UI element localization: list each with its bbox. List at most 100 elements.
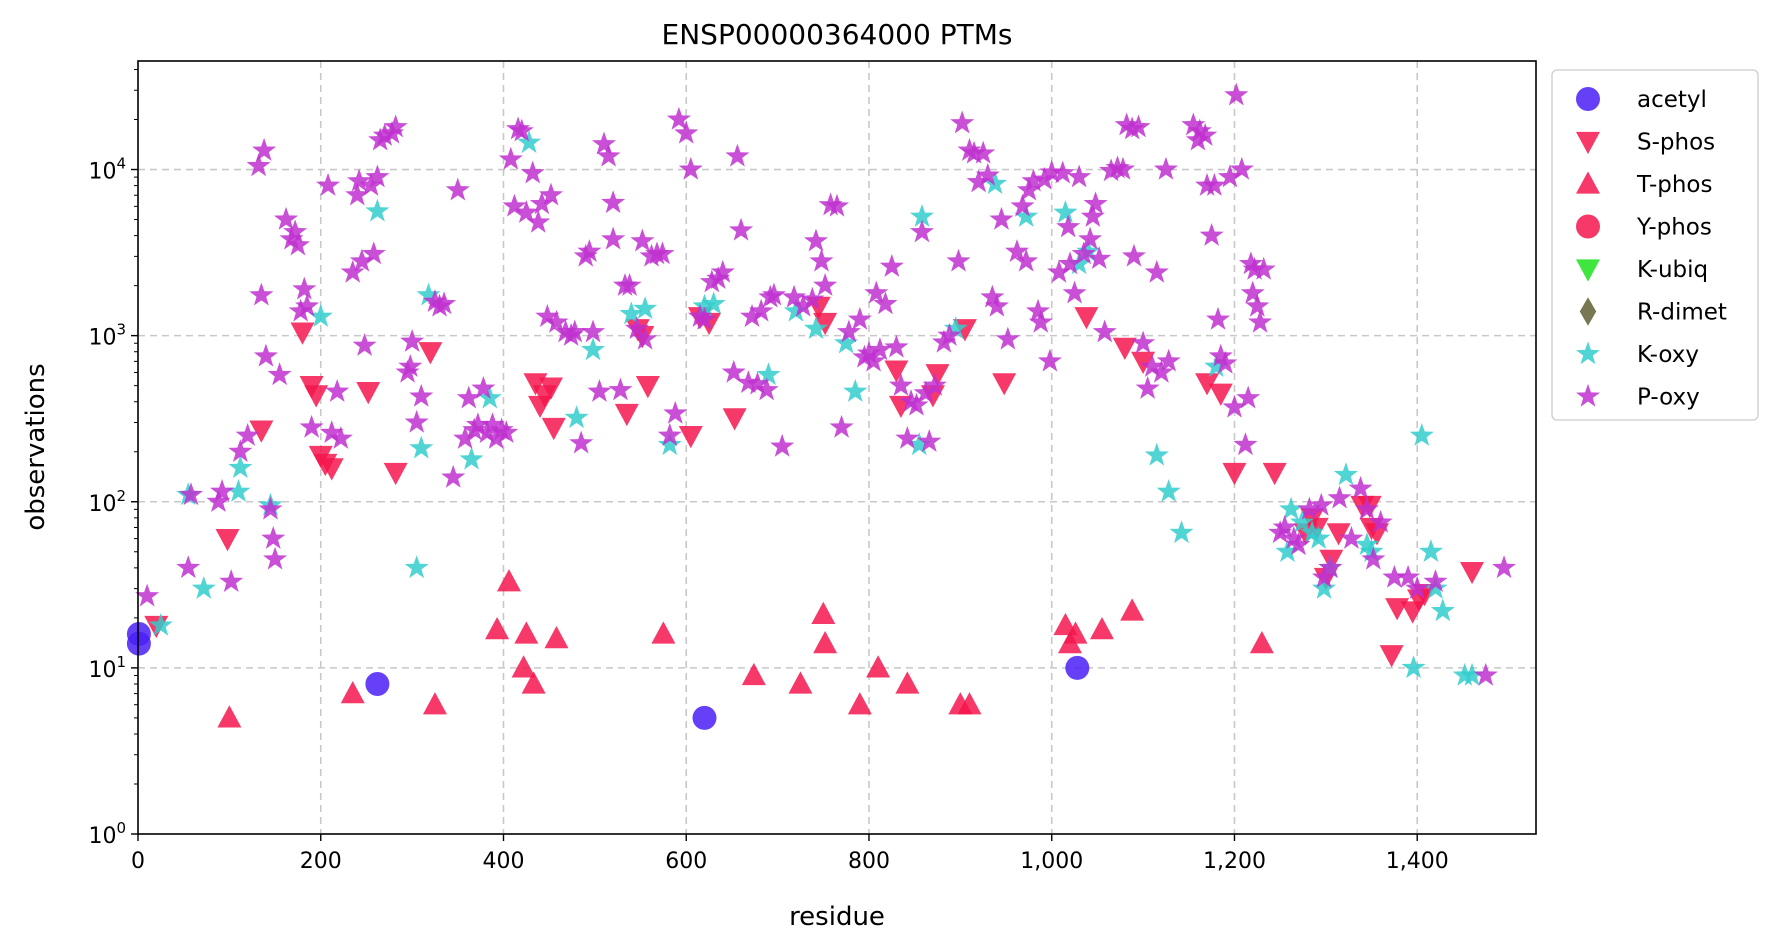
point-t-phos <box>788 671 813 694</box>
point-p-oxy <box>630 228 655 252</box>
point-p-oxy <box>601 190 626 214</box>
y-tick-base: 10 <box>88 658 116 683</box>
point-p-oxy <box>791 293 816 317</box>
point-p-oxy <box>1071 241 1096 265</box>
point-acetyl <box>1065 655 1090 680</box>
point-s-phos <box>992 373 1017 396</box>
point-p-oxy <box>471 375 496 399</box>
point-p-oxy <box>249 282 274 306</box>
point-k-oxy <box>1423 575 1448 599</box>
point-p-oxy <box>1010 193 1035 217</box>
point-p-oxy <box>946 248 971 272</box>
point-acetyl <box>126 631 151 656</box>
y-tick-exponent: 2 <box>116 487 126 505</box>
point-p-oxy <box>971 140 996 164</box>
point-p-oxy <box>544 309 569 333</box>
point-p-oxy <box>288 298 313 322</box>
point-k-oxy <box>459 446 484 470</box>
point-p-oxy <box>465 412 490 436</box>
point-p-oxy <box>1004 239 1030 262</box>
point-p-oxy <box>596 143 621 167</box>
point-k-oxy <box>228 455 253 479</box>
point-p-oxy <box>856 340 882 364</box>
plot-frame <box>137 60 1537 835</box>
point-k-oxy <box>564 405 589 429</box>
point-p-oxy <box>1405 575 1430 599</box>
point-p-oxy <box>1156 348 1181 372</box>
point-s-phos <box>356 382 381 405</box>
point-k-oxy <box>657 432 682 456</box>
point-p-oxy <box>745 371 770 395</box>
series-acetyl <box>126 621 1090 730</box>
point-p-oxy <box>445 177 470 201</box>
point-k-oxy <box>756 362 781 386</box>
point-k-oxy <box>1014 204 1039 227</box>
point-s-phos <box>541 417 566 441</box>
point-p-oxy <box>253 343 278 367</box>
y-tick-label: 103 <box>88 321 126 351</box>
point-p-oxy <box>1213 350 1238 374</box>
legend-marker-s-phos <box>1576 131 1600 155</box>
point-p-oxy <box>1050 160 1075 184</box>
point-p-oxy <box>1025 298 1051 322</box>
point-k-oxy <box>907 432 932 456</box>
point-p-oxy <box>178 482 204 506</box>
point-p-oxy <box>1382 564 1407 588</box>
point-p-oxy <box>650 241 675 265</box>
legend-label: K-ubiq <box>1637 257 1708 283</box>
point-p-oxy <box>1318 555 1343 579</box>
point-p-oxy <box>1099 158 1124 182</box>
point-t-phos <box>957 692 982 715</box>
point-p-oxy <box>678 156 703 180</box>
point-k-oxy <box>308 304 333 327</box>
point-k-oxy <box>1156 479 1181 502</box>
point-p-oxy <box>895 425 920 449</box>
point-p-oxy <box>587 379 612 402</box>
x-tick-label: 800 <box>848 849 890 874</box>
point-acetyl <box>365 671 390 696</box>
point-s-phos <box>249 420 274 443</box>
point-p-oxy <box>1236 385 1261 409</box>
y-tick-label: 102 <box>88 487 126 517</box>
point-k-oxy <box>1418 539 1443 562</box>
y-tick-exponent: 1 <box>116 653 126 671</box>
grid <box>138 61 1536 834</box>
point-p-oxy <box>699 269 724 293</box>
point-p-oxy <box>1187 118 1212 142</box>
point-k-oxy <box>1306 525 1331 549</box>
x-axis-label: residue <box>789 902 885 932</box>
point-p-oxy <box>502 193 527 217</box>
point-p-oxy <box>639 243 664 267</box>
point-k-oxy <box>191 575 216 599</box>
y-tick-base: 10 <box>88 326 116 351</box>
point-p-oxy <box>409 383 434 407</box>
point-p-oxy <box>1083 191 1108 215</box>
point-p-oxy <box>898 389 924 412</box>
point-t-phos <box>813 631 838 654</box>
point-p-oxy <box>800 286 825 310</box>
point-p-oxy <box>1039 159 1064 183</box>
y-tick-label: 101 <box>88 653 126 683</box>
point-t-phos <box>866 655 891 678</box>
legend-label: T-phos <box>1636 172 1712 198</box>
point-k-oxy <box>1430 598 1455 622</box>
point-p-oxy <box>1354 496 1379 520</box>
point-p-oxy <box>633 326 658 350</box>
y-axis-label: observations <box>21 363 51 530</box>
point-p-oxy <box>252 137 277 161</box>
point-p-oxy <box>1473 662 1498 686</box>
point-t-phos <box>340 681 365 704</box>
legend-item-p-oxy: P-oxy <box>1575 383 1700 411</box>
point-p-oxy <box>913 380 938 404</box>
point-p-oxy <box>1348 475 1373 499</box>
point-p-oxy <box>725 143 750 167</box>
point-p-oxy <box>299 414 324 438</box>
point-p-oxy <box>1032 166 1057 190</box>
point-p-oxy <box>1185 127 1210 151</box>
point-s-phos <box>383 462 408 486</box>
point-p-oxy <box>1327 485 1352 509</box>
point-p-oxy <box>1396 564 1421 588</box>
y-tick-base: 10 <box>88 160 116 185</box>
